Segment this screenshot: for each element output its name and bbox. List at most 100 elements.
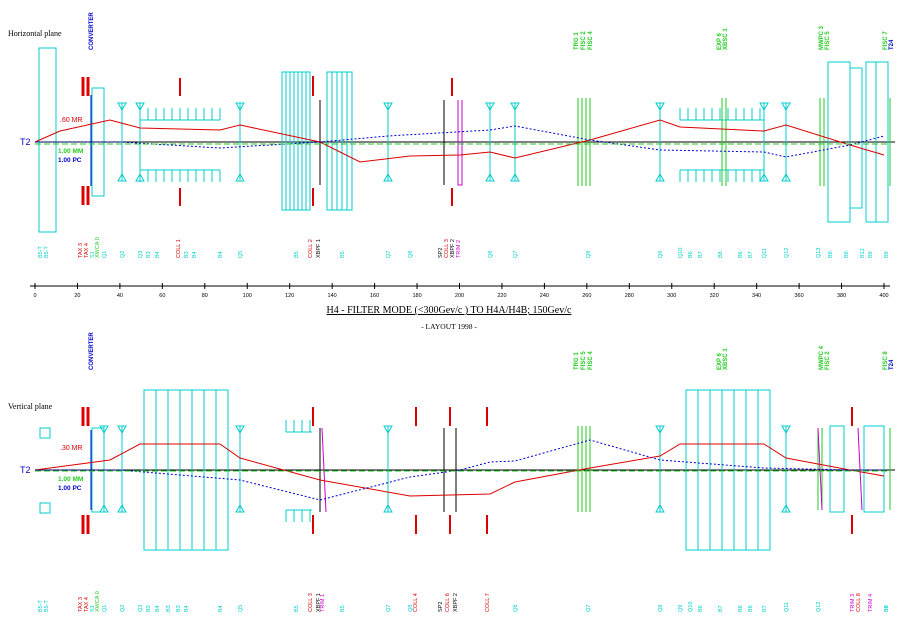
element-label: TRIM 1 bbox=[320, 594, 326, 612]
magnet bbox=[39, 48, 56, 232]
ruler-label: 260 bbox=[582, 293, 591, 299]
magnet bbox=[294, 72, 298, 210]
element-label: Q9 bbox=[678, 605, 684, 612]
ruler-label: 340 bbox=[752, 293, 761, 299]
element-label: Q12 bbox=[784, 248, 790, 258]
ruler-label: 20 bbox=[74, 293, 80, 299]
element-label: B6 bbox=[748, 605, 754, 612]
element-label: Q7 bbox=[386, 605, 392, 612]
top-label: FISC 4 bbox=[588, 351, 594, 370]
element-label: B8 bbox=[828, 251, 834, 258]
element-label: B4 bbox=[155, 251, 161, 258]
top-label: XBSC 1 bbox=[723, 28, 729, 50]
magnet bbox=[40, 503, 50, 513]
element-label: B4 bbox=[192, 251, 198, 258]
momentum-label: 1.00 PC bbox=[58, 157, 82, 164]
element-label: Q5 bbox=[238, 605, 244, 612]
element-label: B9 bbox=[868, 251, 874, 258]
element-label: B3 bbox=[166, 605, 172, 612]
magnet bbox=[298, 72, 302, 210]
ruler-label: 0 bbox=[33, 293, 36, 299]
element-label: XBPF 1 bbox=[316, 239, 322, 258]
element-label: COLL 8 bbox=[856, 593, 862, 612]
trajectory bbox=[35, 120, 884, 162]
element-label: COLL 1 bbox=[176, 239, 182, 258]
top-label: T24 bbox=[889, 39, 895, 50]
element-label: TRIM 4 bbox=[868, 594, 874, 612]
angle-label: .60 MR bbox=[60, 117, 83, 124]
subtitle: - LAYOUT 1998 - bbox=[421, 322, 477, 331]
top-label: FISC 5 bbox=[825, 31, 831, 50]
element-label: B3 bbox=[184, 251, 190, 258]
element-label: Q1 bbox=[102, 251, 108, 258]
ruler-label: 240 bbox=[540, 293, 549, 299]
element-label: B12 bbox=[860, 248, 866, 258]
element-label: Q8 bbox=[658, 605, 664, 612]
element-label: B3 bbox=[176, 605, 182, 612]
angle-label: .30 MR bbox=[60, 445, 83, 452]
top-label: FISC 4 bbox=[588, 31, 594, 50]
element-label: B8 bbox=[718, 251, 724, 258]
ruler-label: 380 bbox=[837, 293, 846, 299]
ruler-label: 280 bbox=[625, 293, 634, 299]
magnet bbox=[342, 72, 347, 210]
ruler-label: 300 bbox=[667, 293, 676, 299]
element-label: COLL 2 bbox=[308, 239, 314, 258]
element-label: Q9 bbox=[658, 251, 664, 258]
magnet bbox=[286, 72, 290, 210]
element-label: Q11 bbox=[762, 248, 768, 258]
element-label: B5-T bbox=[44, 245, 50, 258]
ruler-label: 400 bbox=[879, 293, 888, 299]
element-label: COLL 3 bbox=[308, 593, 314, 612]
ruler-label: 220 bbox=[497, 293, 506, 299]
element-label: Q11 bbox=[784, 602, 790, 612]
top-label: FISC 2 bbox=[825, 351, 831, 370]
top-label: T24 bbox=[889, 359, 895, 370]
top-label: CONVERTER bbox=[89, 12, 95, 50]
magnet bbox=[337, 72, 342, 210]
element-label: Q8 bbox=[488, 251, 494, 258]
element-label: Q13 bbox=[816, 248, 822, 258]
trim-magnet bbox=[858, 428, 862, 510]
element-label: B6 bbox=[698, 605, 704, 612]
size-label: 1.00 MM bbox=[58, 148, 83, 155]
element-label: Q8 bbox=[408, 251, 414, 258]
element-label: Q3 bbox=[138, 605, 144, 612]
element-label: Q10 bbox=[688, 602, 694, 612]
title: H4 - FILTER MODE (<300Gev/c ) TO H4A/H4B… bbox=[327, 305, 572, 316]
ruler-label: 200 bbox=[455, 293, 464, 299]
element-label: Q2 bbox=[120, 251, 126, 258]
magnet bbox=[282, 72, 286, 210]
top-label: TRG 1 bbox=[574, 32, 580, 50]
magnet bbox=[40, 428, 50, 438]
beamline-layout: H4 - FILTER MODE (<300Gev/c ) TO H4A/H4B… bbox=[0, 0, 901, 619]
element-label: B3 bbox=[146, 605, 152, 612]
element-label: Q12 bbox=[816, 602, 822, 612]
top-label: CONVERTER bbox=[89, 332, 95, 370]
ruler-label: 360 bbox=[795, 293, 804, 299]
ruler-label: 320 bbox=[710, 293, 719, 299]
element-label: B4 bbox=[218, 605, 224, 612]
ruler-label: 160 bbox=[370, 293, 379, 299]
top-label: FISC 5 bbox=[581, 351, 587, 370]
size-label: 1.00 MM bbox=[58, 476, 83, 483]
element-label: B5 bbox=[294, 251, 300, 258]
top-label: TRG 1 bbox=[574, 352, 580, 370]
top-label: FISC 2 bbox=[581, 31, 587, 50]
magnet bbox=[850, 68, 862, 208]
element-label: B7 bbox=[748, 251, 754, 258]
plane-label: Horizontal plane bbox=[8, 29, 62, 38]
magnet bbox=[290, 72, 294, 210]
element-label: B3 bbox=[146, 251, 152, 258]
element-label: COLL 7 bbox=[485, 593, 491, 612]
ruler-label: 80 bbox=[202, 293, 208, 299]
magnet bbox=[306, 72, 310, 210]
ruler-label: 100 bbox=[243, 293, 252, 299]
element-label: TRIM 2 bbox=[456, 240, 462, 258]
element-label: Q8 bbox=[586, 251, 592, 258]
element-label: B6 bbox=[738, 251, 744, 258]
element-label: B7 bbox=[718, 605, 724, 612]
ruler-label: 40 bbox=[117, 293, 123, 299]
magnet bbox=[864, 426, 884, 512]
element-label: B9 bbox=[884, 251, 890, 258]
